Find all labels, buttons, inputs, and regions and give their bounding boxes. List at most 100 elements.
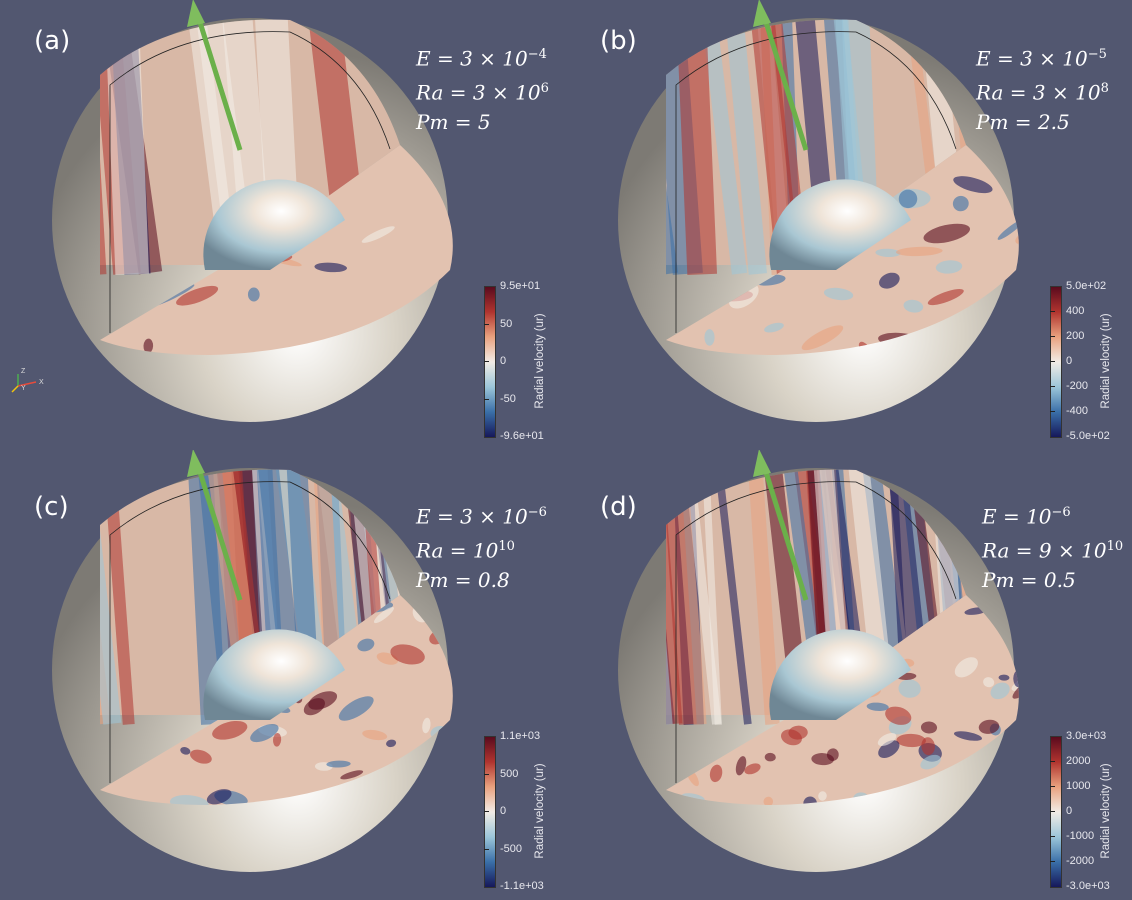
- magnetic-prandtl: Pm = 0.8: [416, 568, 510, 593]
- colorbar-tick-label: 1000: [1066, 780, 1091, 792]
- panel-label: (a): [34, 26, 71, 56]
- rotation-axis-head: [753, 450, 771, 477]
- colorbar-tick: [1050, 386, 1055, 387]
- colorbar-min: -9.6e+01: [500, 430, 544, 442]
- colorbar-tick: [1050, 411, 1055, 412]
- colorbar: [1050, 286, 1062, 438]
- colorbar-title: Radial velocity (ur): [534, 313, 546, 409]
- colorbar-tick-label: 0: [1066, 355, 1073, 367]
- parameter-block: E = 3 × 10−6 Ra = 1010 Pm = 0.8: [416, 498, 547, 595]
- colorbar-tick: [484, 848, 489, 850]
- colorbar-tick: [1050, 811, 1055, 812]
- colorbar-title: Radial velocity (ur): [534, 763, 546, 859]
- panel-d: (d) E = 10−6 Ra = 9 × 1010 Pm = 0.5 3.0e…: [566, 450, 1132, 900]
- colorbar-tick-label: 0: [500, 805, 507, 817]
- colorbar-tick: [1050, 336, 1055, 337]
- colorbar-min: -3.0e+03: [1066, 880, 1110, 892]
- cut-boundary-line: [675, 481, 957, 783]
- ekman-number: E = 3 × 10: [416, 504, 528, 529]
- parameter-block: E = 3 × 10−5 Ra = 3 × 108 Pm = 2.5: [976, 40, 1109, 137]
- rotation-axis-head: [187, 450, 205, 477]
- colorbar-tick: [1050, 786, 1055, 787]
- colorbar-tick-label: 2000: [1066, 755, 1091, 767]
- colorbar-tick-label: -500: [500, 842, 523, 855]
- colorbar-max: 3.0e+03: [1066, 730, 1107, 742]
- ekman-exponent: −5: [1087, 47, 1107, 62]
- colorbar-tick-label: -200: [1066, 380, 1089, 392]
- colorbar: [484, 736, 496, 888]
- panel-label: (c): [34, 492, 69, 522]
- rayleigh-exponent: 6: [540, 80, 549, 96]
- colorbar-tick-label: 0: [500, 355, 507, 367]
- ekman-number: E = 3 × 10: [416, 46, 528, 71]
- y-axis-label: Y: [21, 385, 26, 392]
- panel-a: (a) E = 3 × 10−4 Ra = 3 × 106 Pm = 5 9.5…: [0, 0, 566, 450]
- rayleigh-exponent: 10: [498, 538, 515, 554]
- magnetic-prandtl: Pm = 0.5: [982, 568, 1076, 593]
- rotation-axis: [196, 18, 243, 151]
- colorbar-tick: [1050, 311, 1055, 312]
- rayleigh-exponent: 8: [1100, 80, 1109, 96]
- sphere-render: [52, 450, 453, 872]
- colorbar-max: 1.1e+03: [500, 730, 541, 742]
- colorbar-tick-label: -50: [500, 392, 516, 405]
- rotation-axis: [762, 18, 809, 151]
- colorbar-tick-label: 50: [500, 317, 513, 330]
- colorbar-tick-label: 500: [500, 767, 519, 780]
- panel-label: (d): [600, 492, 637, 522]
- orientation-axes-widget: Z Y X: [8, 364, 48, 396]
- inner-core: [769, 179, 911, 270]
- colorbar-tick: [484, 398, 489, 400]
- colorbar: [484, 286, 496, 438]
- panel-label: (b): [600, 26, 637, 56]
- colorbar-tick: [1050, 861, 1055, 862]
- rayleigh-number: Ra = 3 × 10: [976, 80, 1101, 105]
- cut-boundary-line: [109, 481, 391, 783]
- colorbar-min: -1.1e+03: [500, 880, 544, 892]
- cut-boundary-line: [109, 31, 391, 333]
- rayleigh-exponent: 10: [1106, 538, 1124, 554]
- inner-core: [203, 629, 345, 720]
- ekman-number: E = 10: [982, 504, 1052, 529]
- colorbar-min: -5.0e+02: [1066, 430, 1110, 442]
- colorbar-tick: [484, 361, 489, 362]
- magnetic-prandtl: Pm = 2.5: [976, 110, 1070, 135]
- x-axis-label: X: [39, 379, 44, 386]
- colorbar-tick-label: 200: [1066, 330, 1085, 342]
- colorbar-tick: [484, 773, 489, 775]
- ekman-exponent: −6: [1051, 505, 1071, 520]
- ekman-number: E = 3 × 10: [976, 46, 1088, 71]
- rayleigh-number: Ra = 9 × 10: [982, 538, 1107, 563]
- colorbar-max: 5.0e+02: [1066, 280, 1107, 292]
- z-axis-label: Z: [21, 368, 26, 375]
- colorbar-tick-label: 0: [1066, 805, 1073, 817]
- colorbar-tick: [1050, 836, 1055, 837]
- sphere-render: [52, 0, 453, 422]
- sphere-render: [618, 450, 1019, 872]
- colorbar-tick: [484, 811, 489, 812]
- ekman-exponent: −4: [527, 47, 547, 62]
- colorbar-tick: [484, 323, 489, 325]
- colorbar-tick-label: -400: [1066, 405, 1089, 417]
- parameter-block: E = 10−6 Ra = 9 × 1010 Pm = 0.5: [982, 498, 1123, 595]
- cut-boundary-line: [675, 31, 957, 333]
- colorbar-title: Radial velocity (ur): [1100, 313, 1112, 409]
- colorbar: [1050, 736, 1062, 888]
- panel-c: (c) E = 3 × 10−6 Ra = 1010 Pm = 0.8 1.1e…: [0, 450, 566, 900]
- magnetic-prandtl: Pm = 5: [416, 110, 491, 135]
- rotation-axis-head: [753, 0, 771, 27]
- rayleigh-number: Ra = 10: [416, 538, 499, 563]
- inner-core: [769, 629, 911, 720]
- colorbar-tick: [1050, 361, 1055, 362]
- rotation-axis: [762, 468, 809, 601]
- rotation-axis: [196, 468, 243, 601]
- inner-core: [203, 179, 345, 270]
- rotation-axis-head: [187, 0, 205, 27]
- sphere-render: [618, 0, 1019, 422]
- colorbar-title: Radial velocity (ur): [1100, 763, 1112, 859]
- colorbar-max: 9.5e+01: [500, 280, 541, 292]
- panel-b: (b) E = 3 × 10−5 Ra = 3 × 108 Pm = 2.5 5…: [566, 0, 1132, 450]
- colorbar-tick-label: 400: [1066, 305, 1085, 317]
- colorbar-tick-label: -1000: [1066, 830, 1095, 842]
- colorbar-tick-label: -2000: [1066, 855, 1095, 867]
